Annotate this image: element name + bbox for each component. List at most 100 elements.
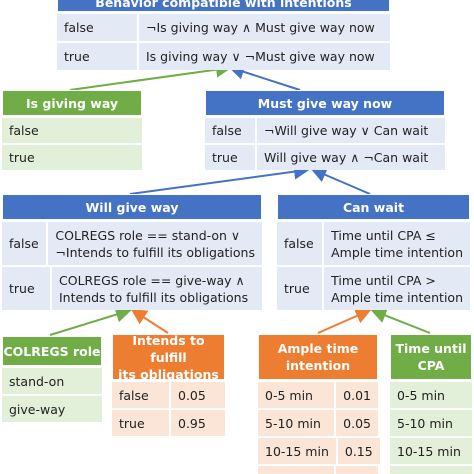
text-line: Ample time intention: [331, 289, 463, 305]
table-row: false: [2, 116, 142, 143]
table-row: 15+ min: [390, 464, 472, 474]
table-row: false ¬Is giving way ∧ Must give way now: [57, 12, 390, 41]
node-title: Intends to fulfill its obligations: [112, 332, 225, 382]
table-row: 5-10 min 0.05: [258, 408, 378, 436]
node-title: Must give way now: [205, 90, 445, 116]
node-title: Can wait: [277, 194, 470, 220]
table-cell: 0.05: [169, 382, 225, 408]
node-title: Time until CPA: [390, 334, 472, 380]
node-title: COLREGS role: [2, 336, 102, 366]
table-row: false 0.05: [112, 380, 225, 408]
table-cell: give-way: [2, 396, 102, 422]
table-cell: 0.95: [169, 410, 225, 436]
table-row: false COLREGS role == stand-on ∨ ¬Intends …: [2, 220, 262, 265]
table-row: false ¬Will give way ∨ Can wait: [205, 116, 445, 143]
node: Will give way false COLREGS role == stand-…: [2, 194, 262, 310]
table-cell: true: [205, 145, 255, 170]
table-row: true Time until CPA > Ample time intention: [277, 265, 470, 310]
table-cell: 10-15 min: [258, 438, 336, 464]
table-cell: 0-5 min: [258, 382, 335, 408]
table-cell: false: [112, 382, 169, 408]
table-cell: false: [57, 14, 137, 41]
text-line: COLREGS role == give-way ∧: [59, 272, 245, 288]
table-row: true COLREGS role == give-way ∧ Intends to…: [2, 265, 262, 310]
arrow: [228, 64, 301, 91]
table-cell: 10-15 min: [390, 438, 472, 464]
text-line: Ample time: [277, 341, 359, 356]
table-cell: false: [205, 118, 255, 143]
table-cell: true: [2, 145, 142, 170]
arrow: [317, 308, 372, 334]
arrow: [130, 308, 169, 334]
table-cell: 0.05: [334, 410, 378, 436]
node: Ample time intention 0-5 min 0.01 5-10 min 0.…: [258, 334, 380, 474]
table-cell: true: [112, 410, 169, 436]
text-line: Time until CPA ≤: [331, 227, 436, 243]
table-cell: COLREGS role == give-way ∧ Intends to ful…: [50, 267, 262, 310]
text-line: intention: [285, 358, 351, 373]
table-cell: 0.15: [335, 438, 380, 464]
table-row: true 0.95: [112, 408, 225, 436]
node: Is giving way false true: [2, 90, 142, 170]
table-cell: ¬Is giving way ∧ Must give way now: [137, 14, 390, 41]
table-cell: ¬Will give way ∨ Can wait: [255, 118, 445, 143]
table-cell: COLREGS role == stand-on ∨ ¬Intends to fu…: [46, 222, 262, 265]
table-cell: false: [2, 118, 142, 143]
table-cell: false: [2, 222, 47, 265]
arrow: [370, 307, 431, 334]
node: Can wait false Time until CPA ≤ Ample time …: [277, 194, 470, 310]
table-row: true Will give way ∧ ¬Can wait: [205, 143, 445, 170]
text-line: CPA: [417, 358, 445, 373]
text-line: Time until: [395, 341, 467, 356]
table-row: stand-on: [2, 366, 102, 394]
table-cell: true: [277, 267, 323, 310]
table-cell: Will give way ∧ ¬Can wait: [255, 145, 445, 170]
table-row: true: [2, 143, 142, 170]
node: Behavior compatible with intentions false…: [57, 0, 390, 70]
table-row: 10-15 min 0.15: [258, 436, 380, 464]
node-title: Behavior compatible with intentions: [57, 0, 390, 12]
table-cell: true: [2, 267, 50, 310]
table-cell: 0-5 min: [390, 382, 472, 408]
arrow: [310, 167, 371, 195]
table-cell: Time until CPA ≤ Ample time intention: [322, 222, 470, 265]
table-cell: stand-on: [2, 368, 102, 394]
table-cell: true: [57, 43, 137, 70]
text-line: Intends to fulfill: [132, 332, 205, 365]
arrow: [129, 163, 310, 195]
text-line: COLREGS role == stand-on ∨: [55, 227, 241, 243]
arrow: [69, 61, 232, 91]
node: Intends to fulfill its obligations false 0.…: [112, 332, 225, 436]
table-cell: false: [277, 222, 323, 265]
text-line: its obligations: [118, 366, 219, 382]
table-row: 0-5 min: [390, 380, 472, 408]
node-title: Is giving way: [2, 90, 142, 116]
table-row: 10-15 min: [390, 436, 472, 464]
text-line: Time until CPA >: [331, 272, 436, 288]
node-title: Will give way: [2, 194, 262, 220]
node: Must give way now false ¬Will give way ∨ C…: [205, 90, 445, 170]
table-row: 5-10 min: [390, 408, 472, 436]
table-cell: 15+ min: [390, 466, 472, 474]
table-row: 0-5 min 0.01: [258, 380, 378, 408]
table-cell: 5-10 min: [258, 410, 335, 436]
arrow: [49, 306, 132, 336]
table-cell: Time until CPA > Ample time intention: [322, 267, 470, 310]
table-row: give-way: [2, 394, 102, 422]
node: COLREGS role stand-on give-way: [2, 336, 102, 422]
table-row: false Time until CPA ≤ Ample time intentio…: [277, 220, 470, 265]
node-title: Ample time intention: [258, 334, 378, 380]
table-cell: Is giving way ∨ ¬Must give way now: [137, 43, 390, 70]
table-row: true Is giving way ∨ ¬Must give way now: [57, 41, 390, 70]
table-cell: 5-10 min: [390, 410, 472, 436]
text-line: Ample time intention: [331, 244, 463, 260]
table-cell: 0.01: [334, 382, 378, 408]
text-line: ¬Intends to fulfill its obligations: [55, 244, 255, 260]
table-cell: 0.79: [334, 466, 378, 474]
text-line: Intends to fulfill its obligations: [59, 289, 249, 305]
